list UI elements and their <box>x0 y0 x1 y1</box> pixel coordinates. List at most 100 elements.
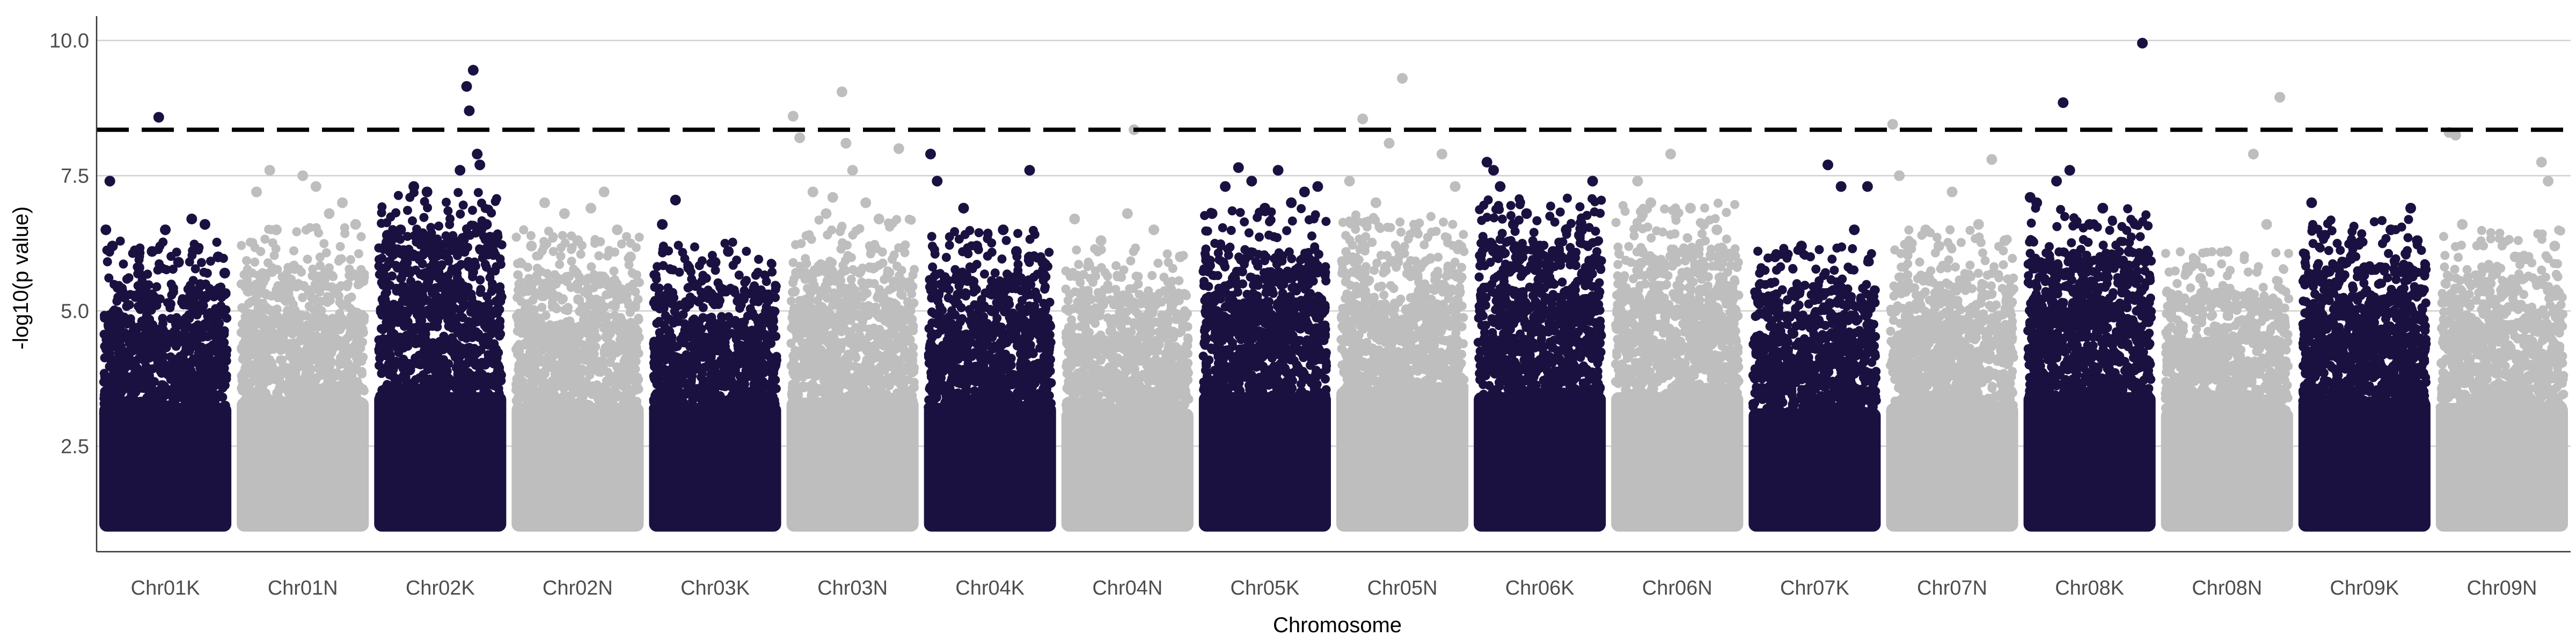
data-point <box>170 382 179 391</box>
data-point <box>631 287 640 297</box>
data-point <box>311 336 320 346</box>
data-point <box>625 335 634 345</box>
data-point <box>285 352 295 361</box>
data-point <box>241 397 251 406</box>
data-point <box>379 245 389 254</box>
data-point <box>548 363 558 373</box>
data-point <box>552 324 561 333</box>
data-point <box>264 376 274 385</box>
data-point <box>526 231 536 240</box>
data-point <box>420 347 430 357</box>
data-point <box>420 268 429 278</box>
data-point <box>452 321 462 331</box>
data-point <box>342 393 352 403</box>
data-point <box>339 370 349 379</box>
data-point <box>356 232 366 241</box>
data-point <box>382 262 391 272</box>
top-point-Chr02K-8 <box>464 105 475 116</box>
data-point <box>398 355 407 365</box>
data-point <box>100 341 109 351</box>
data-point <box>213 411 222 421</box>
data-point <box>312 296 321 305</box>
data-point <box>218 343 228 353</box>
data-point <box>540 356 550 365</box>
data-point <box>122 302 131 311</box>
data-point <box>239 376 248 386</box>
top-point-Chr01N-3 <box>297 170 309 181</box>
data-point <box>211 394 221 404</box>
data-point <box>241 408 251 418</box>
data-point <box>271 244 281 254</box>
data-point <box>132 370 142 380</box>
data-point <box>155 241 165 251</box>
data-point <box>672 402 682 412</box>
data-point <box>143 269 152 279</box>
series-Chr01K <box>99 112 232 532</box>
data-point <box>584 343 594 353</box>
data-point <box>476 284 486 294</box>
data-point <box>444 373 453 383</box>
data-point <box>254 343 264 353</box>
data-point <box>408 329 418 339</box>
data-point <box>115 236 125 246</box>
data-point <box>556 243 566 252</box>
data-point <box>511 312 521 321</box>
data-point <box>621 232 631 241</box>
data-point <box>290 265 299 274</box>
data-point <box>404 307 413 317</box>
data-point <box>714 360 723 369</box>
data-point <box>470 377 479 387</box>
data-point <box>551 279 561 289</box>
data-point <box>355 405 364 415</box>
data-point <box>387 364 397 374</box>
data-point <box>664 347 674 356</box>
data-point <box>338 359 348 369</box>
data-point <box>374 335 384 345</box>
data-point <box>523 262 532 272</box>
data-point <box>772 352 781 361</box>
data-point <box>563 325 573 334</box>
data-point <box>419 213 429 222</box>
data-point <box>292 282 302 292</box>
data-point <box>335 241 345 251</box>
data-point <box>452 340 462 350</box>
data-point <box>206 257 215 266</box>
data-point <box>513 259 522 268</box>
data-point <box>438 345 448 355</box>
data-point <box>383 386 393 396</box>
data-point <box>705 402 714 412</box>
data-point <box>464 257 473 266</box>
data-point <box>335 254 345 264</box>
data-point <box>260 235 270 244</box>
data-point <box>726 358 735 368</box>
data-point <box>605 358 615 368</box>
data-point <box>596 368 605 377</box>
data-point <box>523 287 532 296</box>
data-point <box>456 351 465 361</box>
data-point <box>323 402 333 412</box>
data-point <box>558 294 568 304</box>
data-point <box>733 341 743 350</box>
data-point <box>560 305 570 314</box>
data-point <box>392 389 402 399</box>
data-point <box>240 312 250 321</box>
data-point <box>767 267 777 277</box>
data-point <box>166 352 175 362</box>
data-point <box>185 346 194 356</box>
top-point-Chr03K-6 <box>762 295 773 306</box>
data-point <box>567 257 576 266</box>
top-point-Chr02K-5 <box>455 165 466 176</box>
data-point <box>753 398 763 407</box>
top-point-Chr02K-10 <box>474 159 486 171</box>
data-point <box>513 349 522 359</box>
data-point <box>687 396 697 406</box>
data-point <box>222 371 231 380</box>
data-point <box>170 391 179 400</box>
data-point <box>763 382 773 392</box>
data-point <box>155 294 165 304</box>
data-point <box>316 353 325 363</box>
data-point <box>346 304 355 313</box>
data-point <box>768 325 778 334</box>
data-point <box>443 206 453 216</box>
data-point <box>669 413 678 423</box>
